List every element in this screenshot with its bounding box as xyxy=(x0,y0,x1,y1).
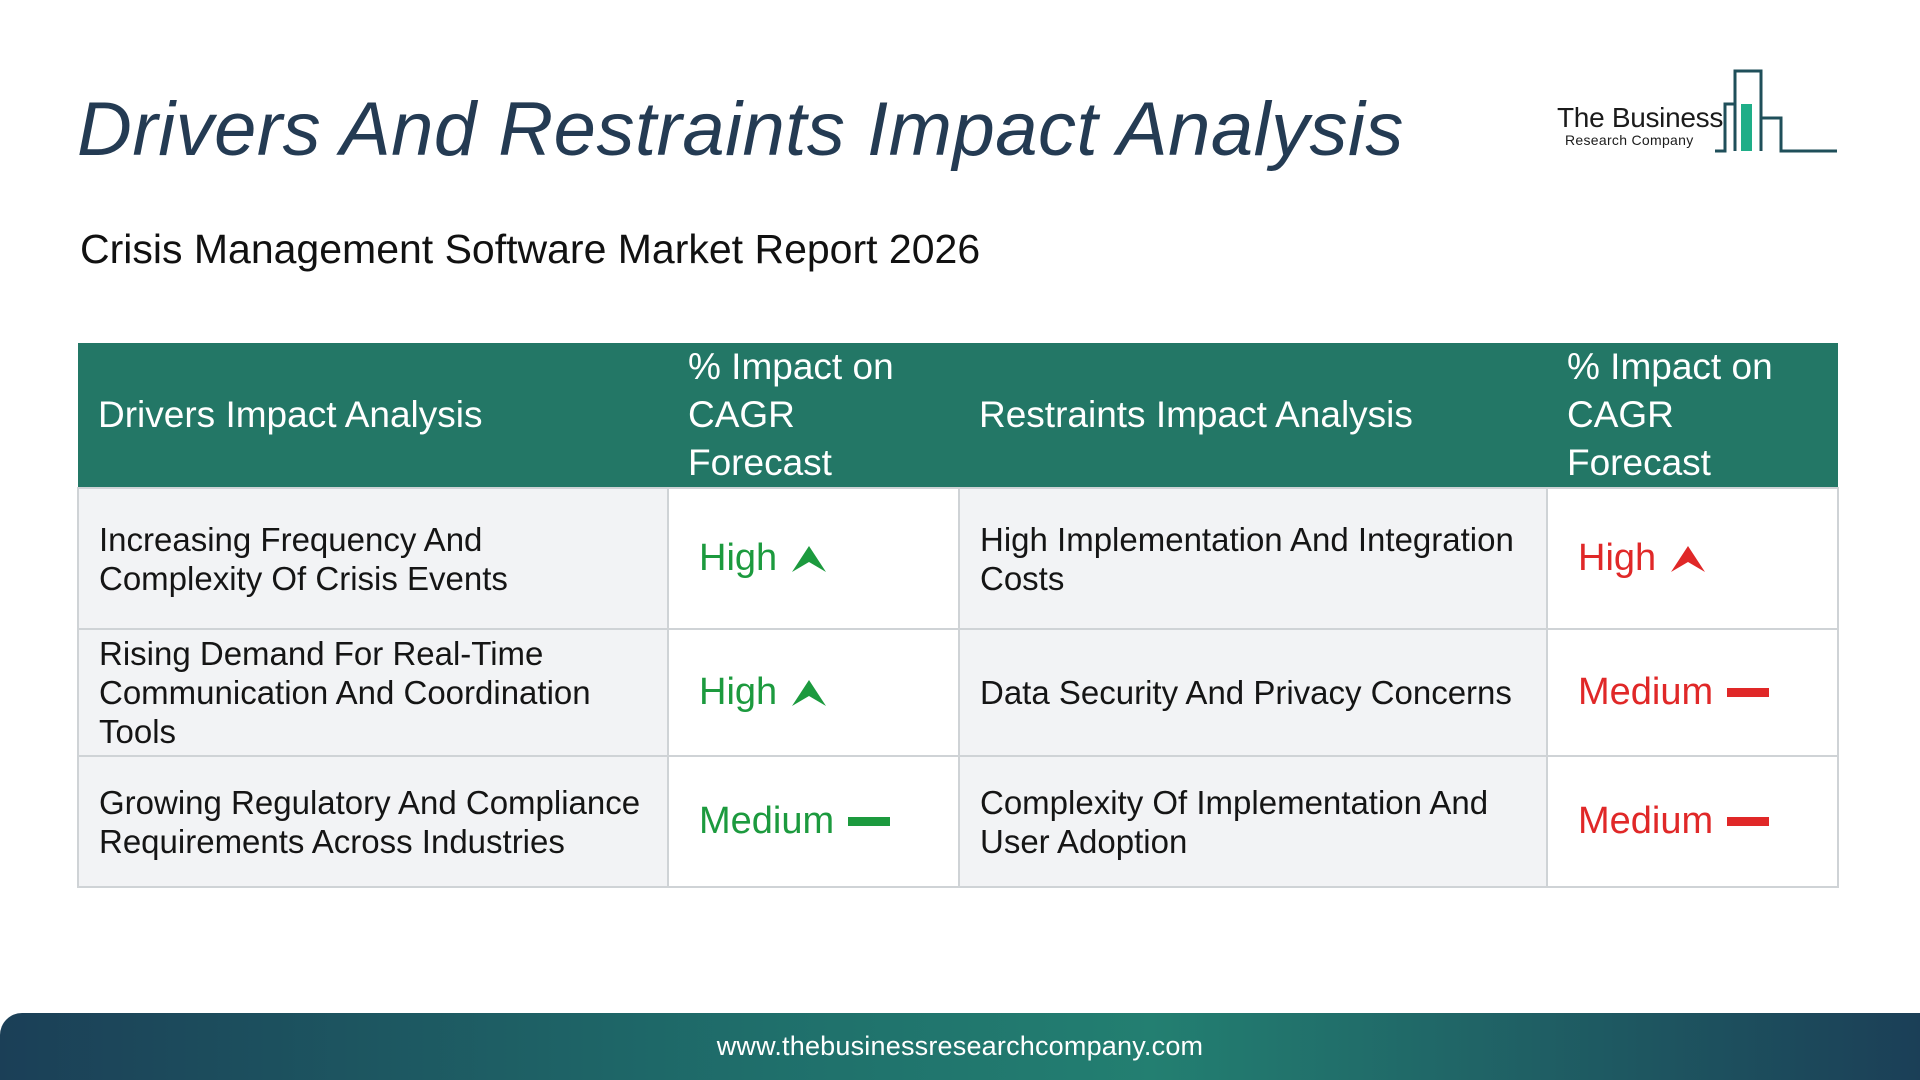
dash-icon xyxy=(1727,688,1770,697)
impact-label: Medium xyxy=(699,800,835,842)
driver-cell: Increasing Frequency And Complexity Of C… xyxy=(77,487,669,630)
bar-chart-building-logo-icon xyxy=(1715,69,1837,153)
driver-impact-cell: Medium xyxy=(667,755,960,888)
impact-label: Medium xyxy=(1578,671,1714,713)
impact-label: High xyxy=(699,671,778,713)
restraint-impact-cell: High xyxy=(1546,487,1839,630)
logo-name: The Business xyxy=(1557,102,1724,133)
column-header-drivers: Drivers Impact Analysis xyxy=(78,343,668,488)
dash-icon xyxy=(1727,817,1770,826)
impact-label: Medium xyxy=(1578,800,1714,842)
driver-cell: Growing Regulatory And Compliance Requir… xyxy=(77,755,669,888)
driver-impact-cell: High xyxy=(667,487,960,630)
restraint-cell: Data Security And Privacy Concerns xyxy=(958,628,1548,757)
column-header-driver-impact: % Impact on CAGR Forecast xyxy=(668,343,959,488)
arrow-up-icon xyxy=(792,545,827,572)
restraint-cell: Complexity Of Implementation And User Ad… xyxy=(958,755,1548,888)
impact-table: Drivers Impact Analysis % Impact on CAGR… xyxy=(77,343,1839,888)
footer-url-link[interactable]: www.thebusinessresearchcompany.com xyxy=(716,1031,1204,1061)
restraint-impact-cell: Medium xyxy=(1546,755,1839,888)
column-header-restraints: Restraints Impact Analysis xyxy=(959,343,1547,488)
impact-label: High xyxy=(699,537,778,579)
impact-label: High xyxy=(1578,537,1657,579)
column-header-restraint-impact: % Impact on CAGR Forecast xyxy=(1547,343,1838,488)
driver-impact-cell: High xyxy=(667,628,960,757)
page-title: Drivers And Restraints Impact Analysis xyxy=(77,87,1404,172)
company-logo: The Business Research Company xyxy=(1555,66,1837,156)
driver-cell: Rising Demand For Real-Time Communicatio… xyxy=(77,628,669,757)
restraint-impact-cell: Medium xyxy=(1546,628,1839,757)
table-header-row: Drivers Impact Analysis % Impact on CAGR… xyxy=(78,343,1838,488)
dash-icon xyxy=(848,817,891,826)
footer-bar: www.thebusinessresearchcompany.com xyxy=(0,1013,1920,1080)
table-row: Rising Demand For Real-Time Communicatio… xyxy=(77,628,1839,757)
arrow-up-icon xyxy=(1671,545,1706,572)
logo-tagline: Research Company xyxy=(1565,132,1694,148)
page-subtitle: Crisis Management Software Market Report… xyxy=(80,226,981,272)
restraint-cell: High Implementation And Integration Cost… xyxy=(958,487,1548,630)
table-row: Growing Regulatory And Compliance Requir… xyxy=(77,755,1839,888)
table-row: Increasing Frequency And Complexity Of C… xyxy=(77,487,1839,630)
arrow-up-icon xyxy=(792,679,827,706)
